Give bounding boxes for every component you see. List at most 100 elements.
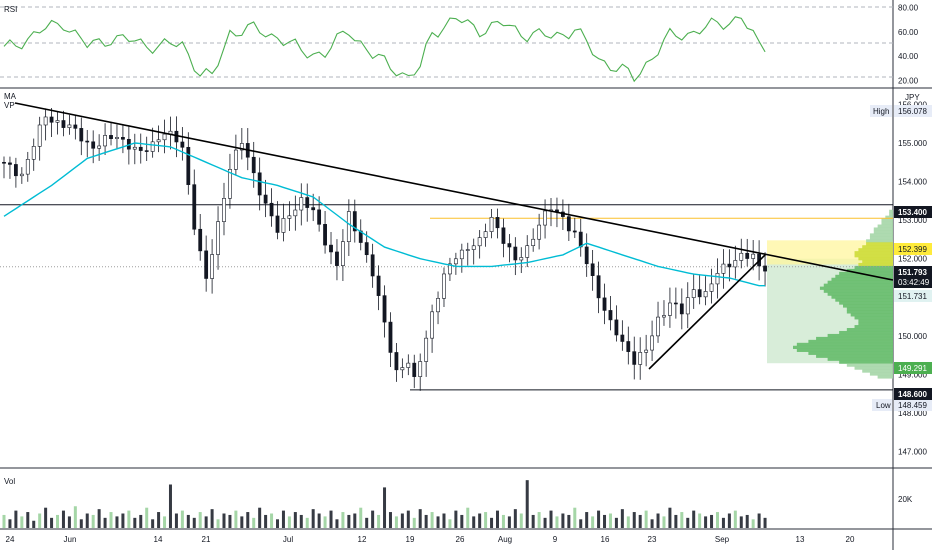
candle-body[interactable] bbox=[25, 159, 30, 175]
candle-body[interactable] bbox=[228, 169, 232, 199]
candle-body[interactable] bbox=[37, 124, 42, 147]
candle-body[interactable] bbox=[644, 349, 649, 353]
candle-body[interactable] bbox=[489, 217, 494, 232]
candle-body[interactable] bbox=[329, 244, 333, 253]
descending-trendline[interactable] bbox=[14, 102, 894, 281]
candle-body[interactable] bbox=[596, 275, 601, 299]
candle-body[interactable] bbox=[448, 263, 452, 275]
candle-body[interactable] bbox=[180, 141, 185, 148]
candle-body[interactable] bbox=[269, 202, 274, 217]
candle-body[interactable] bbox=[626, 341, 631, 352]
candle-body[interactable] bbox=[751, 253, 756, 259]
candle-body[interactable] bbox=[525, 245, 530, 258]
candle-body[interactable] bbox=[352, 211, 357, 232]
candle-body[interactable] bbox=[673, 302, 678, 305]
candle-body[interactable] bbox=[721, 263, 726, 274]
candle-body[interactable] bbox=[691, 289, 696, 298]
candle-body[interactable] bbox=[376, 275, 381, 296]
candle-body[interactable] bbox=[198, 228, 203, 252]
candle-body[interactable] bbox=[709, 283, 714, 292]
candle-body[interactable] bbox=[578, 231, 583, 248]
candle-body[interactable] bbox=[382, 295, 387, 323]
candle-body[interactable] bbox=[614, 319, 619, 336]
candle-body[interactable] bbox=[311, 207, 316, 211]
candle-body[interactable] bbox=[156, 139, 161, 143]
candle-body[interactable] bbox=[424, 337, 429, 362]
candle-body[interactable] bbox=[459, 249, 464, 260]
candle-body[interactable] bbox=[216, 221, 220, 255]
candle-body[interactable] bbox=[73, 124, 78, 129]
candle-body[interactable] bbox=[97, 145, 102, 149]
candle-body[interactable] bbox=[370, 254, 375, 277]
candle-body[interactable] bbox=[436, 298, 440, 313]
candle-body[interactable] bbox=[67, 124, 72, 128]
candle-body[interactable] bbox=[495, 217, 500, 229]
candle-body[interactable] bbox=[572, 230, 577, 233]
candle-body[interactable] bbox=[650, 335, 654, 351]
candle-body[interactable] bbox=[103, 135, 107, 147]
candle-body[interactable] bbox=[8, 162, 12, 165]
candle-body[interactable] bbox=[602, 297, 607, 311]
candle-body[interactable] bbox=[19, 173, 24, 177]
candle-body[interactable] bbox=[543, 210, 547, 226]
candle-body[interactable] bbox=[388, 321, 393, 353]
candle-body[interactable] bbox=[703, 291, 708, 298]
candle-body[interactable] bbox=[239, 143, 244, 151]
candle-body[interactable] bbox=[192, 184, 197, 230]
candle-body[interactable] bbox=[471, 245, 476, 250]
candle-body[interactable] bbox=[144, 150, 149, 152]
candle-body[interactable] bbox=[31, 146, 36, 160]
candle-body[interactable] bbox=[400, 367, 405, 371]
candle-body[interactable] bbox=[13, 164, 18, 177]
candle-body[interactable] bbox=[745, 252, 750, 259]
candle-body[interactable] bbox=[2, 161, 6, 164]
candle-body[interactable] bbox=[513, 246, 518, 261]
candle-body[interactable] bbox=[233, 149, 238, 170]
candle-body[interactable] bbox=[299, 197, 304, 211]
candle-body[interactable] bbox=[507, 243, 512, 248]
volume-axis[interactable]: 20K bbox=[898, 495, 913, 504]
candle-body[interactable] bbox=[257, 172, 262, 196]
candle-body[interactable] bbox=[210, 254, 215, 279]
candle-body[interactable] bbox=[43, 116, 48, 126]
candle-body[interactable] bbox=[115, 137, 119, 139]
candle-body[interactable] bbox=[162, 133, 167, 141]
candle-body[interactable] bbox=[608, 310, 613, 321]
candle-body[interactable] bbox=[638, 352, 643, 365]
candle-body[interactable] bbox=[394, 352, 399, 371]
candle-body[interactable] bbox=[453, 258, 458, 265]
candle-body[interactable] bbox=[590, 263, 595, 276]
candle-body[interactable] bbox=[656, 316, 660, 337]
candle-body[interactable] bbox=[501, 227, 506, 244]
candle-body[interactable] bbox=[483, 231, 488, 238]
candle-body[interactable] bbox=[519, 257, 524, 261]
candle-body[interactable] bbox=[204, 250, 209, 279]
candle-body[interactable] bbox=[442, 273, 446, 299]
candle-body[interactable] bbox=[275, 215, 280, 233]
candle-body[interactable] bbox=[150, 141, 155, 152]
candle-body[interactable] bbox=[566, 216, 571, 232]
candle-body[interactable] bbox=[335, 251, 339, 266]
candle-body[interactable] bbox=[341, 241, 345, 266]
candle-body[interactable] bbox=[91, 141, 96, 149]
candle-body[interactable] bbox=[79, 128, 84, 142]
candle-body[interactable] bbox=[632, 351, 637, 365]
candle-body[interactable] bbox=[263, 194, 268, 204]
candle-body[interactable] bbox=[109, 135, 113, 139]
candle-body[interactable] bbox=[668, 302, 672, 316]
candle-body[interactable] bbox=[715, 273, 720, 285]
candle-body[interactable] bbox=[85, 140, 90, 143]
candle-body[interactable] bbox=[679, 303, 684, 315]
ma-line[interactable] bbox=[3, 142, 766, 287]
ascending-trendline[interactable] bbox=[648, 253, 767, 370]
candle-body[interactable] bbox=[406, 362, 411, 368]
time-axis[interactable]: 24 Jun 14 21 Jul 12 19 26 Aug 9 16 23 Sep 13 20 bbox=[6, 535, 855, 544]
candle-body[interactable] bbox=[222, 198, 226, 222]
candle-body[interactable] bbox=[584, 246, 589, 265]
candle-body[interactable] bbox=[132, 146, 137, 150]
candle-body[interactable] bbox=[55, 120, 60, 123]
rsi-axis[interactable]: 80.00 60.00 40.00 20.00 bbox=[898, 3, 919, 85]
candle-body[interactable] bbox=[662, 315, 666, 318]
candle-body[interactable] bbox=[251, 156, 256, 174]
candle-body[interactable] bbox=[138, 146, 143, 151]
